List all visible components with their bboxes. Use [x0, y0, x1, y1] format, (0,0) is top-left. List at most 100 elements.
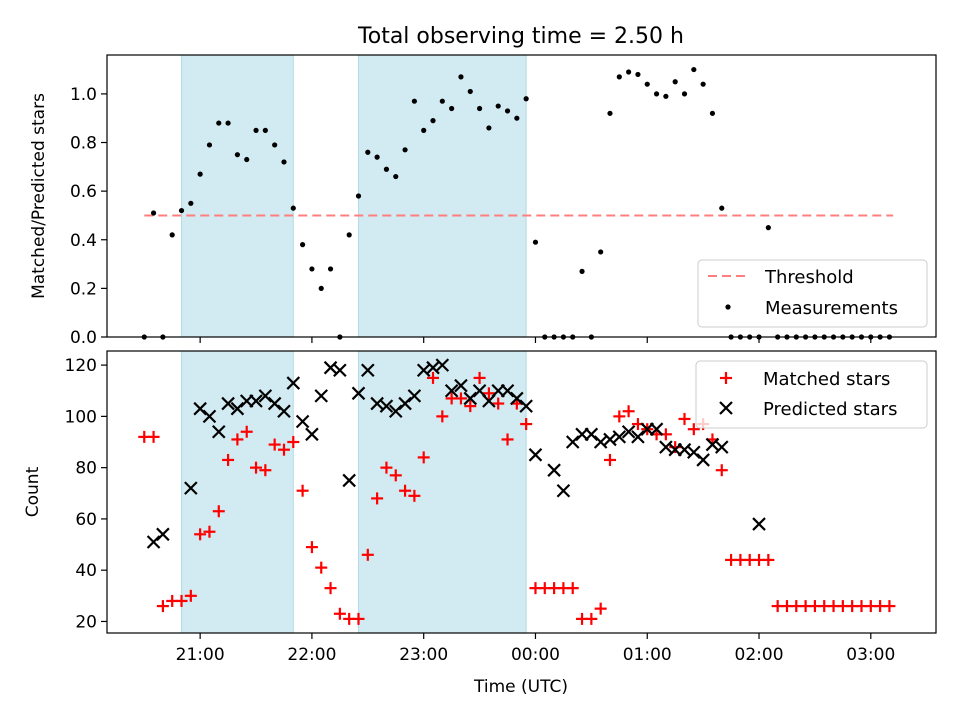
predicted-star-point [500, 383, 515, 398]
measurement-point [225, 120, 231, 126]
x-tick-label: 03:00 [846, 645, 895, 665]
matched-star-point [482, 387, 495, 400]
predicted-star-point [249, 394, 263, 408]
predicted-star-point [547, 463, 561, 477]
x-tick-label: 00:00 [511, 645, 560, 665]
predicted-star-point [714, 440, 729, 454]
measurement-point [514, 115, 520, 121]
matched-star-point [436, 410, 449, 423]
predicted-star-point [156, 527, 170, 542]
matched-star-point [603, 453, 616, 466]
measurement-point [532, 239, 539, 245]
measurement-point [449, 105, 455, 112]
measurement-point [272, 142, 278, 148]
measurement-point [663, 93, 669, 99]
matched-star-point [715, 464, 728, 477]
predicted-star-point [388, 404, 403, 419]
top-data-series [141, 66, 894, 340]
predicted-star-point [603, 432, 617, 447]
predicted-star-point [463, 391, 478, 406]
predicted-star-point [305, 427, 319, 442]
measurement-point [355, 193, 362, 199]
predicted-star-point [407, 389, 422, 403]
predicted-star-point [146, 535, 161, 549]
bottom-y-axis-label: Count [23, 466, 43, 517]
measurement-point [681, 91, 688, 97]
matched-star-point [231, 433, 244, 446]
measurement-point [495, 103, 501, 109]
measurement-point [374, 154, 380, 160]
top-y-axis-label: Matched/Predicted stars [29, 93, 49, 299]
matched-star-point [250, 461, 263, 474]
predicted-star-point [193, 401, 207, 416]
matched-star-point [333, 607, 346, 620]
measurement-point [150, 210, 157, 216]
measurement-point [346, 232, 352, 238]
matched-star-point [687, 423, 700, 436]
matched-star-point [324, 582, 337, 595]
matched-star-point [287, 436, 300, 449]
matched-star-point [268, 438, 281, 451]
matched-star-point [399, 484, 412, 497]
predicted-star-point [342, 473, 356, 488]
measurement-point [206, 142, 213, 148]
matched-star-point [305, 541, 318, 554]
top-panel: 0.0 0.2 0.4 0.6 0.8 1.0 Matched/Predicted sta… [29, 54, 937, 348]
top-y-tick-label: 0.6 [70, 182, 97, 202]
predicted-star-point [211, 424, 226, 439]
predicted-star-point [584, 427, 599, 442]
matched-star-point [427, 371, 440, 384]
measurement-point [672, 79, 678, 85]
matched-star-point [380, 461, 393, 474]
matched-star-point [520, 418, 533, 431]
top-shaded-region-0 [181, 54, 294, 338]
predicted-star-point [398, 396, 412, 411]
predicted-star-point [314, 389, 329, 403]
predicted-star-point [361, 363, 375, 378]
predicted-star-point [556, 483, 571, 498]
measurement-point [402, 147, 408, 153]
predicted-star-point [528, 448, 543, 462]
matched-star-point [389, 469, 402, 482]
predicted-star-point [333, 363, 347, 378]
predicted-star-point [230, 401, 245, 416]
measurement-point [644, 81, 650, 87]
bottom-legend-box [695, 360, 928, 429]
top-shaded-regions [181, 54, 527, 338]
matched-star-point [194, 528, 207, 541]
predicted-star-point [351, 386, 366, 401]
measurement-point [691, 66, 697, 73]
bottom-panel: 21:00 22:00 23:00 00:00 01:00 02:00 03:00 20 40… [23, 350, 937, 697]
predicted-star-point [612, 430, 627, 444]
x-tick-label: 23:00 [399, 645, 448, 665]
predicted-star-point [593, 435, 608, 449]
measurement-point [253, 127, 259, 133]
bot-y-tick-label: 80 [75, 459, 97, 479]
matched-star-point [222, 453, 235, 466]
matched-star-point [585, 612, 598, 625]
measurement-point [318, 285, 324, 291]
chart-title: Total observing time = 2.50 h [357, 24, 684, 49]
matched-star-point [156, 600, 169, 613]
top-shaded-region-1 [357, 54, 527, 338]
predicted-star-point [221, 396, 235, 411]
top-y-tick-label: 0.8 [70, 134, 97, 154]
bot-shaded-region-0 [181, 350, 294, 634]
bottom-legend: Matched stars Predicted stars [695, 360, 928, 429]
legend-threshold-label: Threshold [764, 267, 854, 288]
measurement-point [290, 205, 296, 211]
predicted-star-point [258, 389, 273, 403]
predicted-star-point [519, 399, 533, 413]
predicted-star-point [202, 409, 217, 424]
measurement-point [188, 200, 194, 206]
matched-star-point [175, 594, 188, 607]
measurement-point [579, 268, 585, 274]
measurement-point [598, 249, 604, 255]
matched-star-point [408, 489, 421, 502]
top-legend-box [697, 259, 928, 328]
predicted-star-point [565, 435, 580, 449]
legend-measurements-swatch [725, 304, 731, 310]
predicted-star-point [267, 396, 282, 411]
measurement-point [411, 98, 417, 104]
matched-star-point [594, 602, 607, 615]
